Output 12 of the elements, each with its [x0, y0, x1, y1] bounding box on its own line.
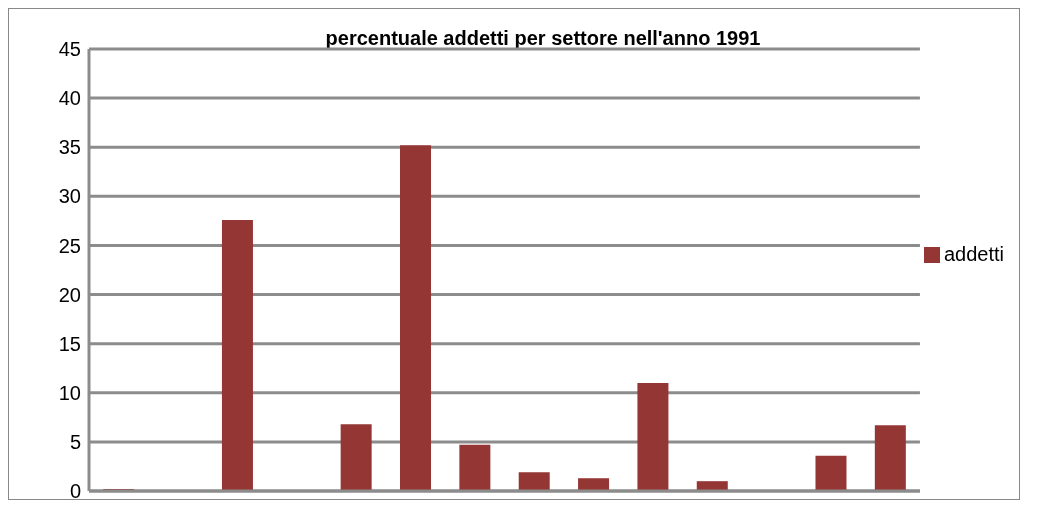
y-tick-label: 0	[69, 480, 81, 503]
legend-label: addetti	[943, 242, 1004, 265]
y-tick-label: 40	[58, 87, 81, 110]
y-tick-label: 10	[58, 381, 81, 404]
y-tick-label: 25	[58, 234, 81, 257]
y-tick-label: 45	[58, 38, 81, 61]
y-tick-label: 35	[58, 136, 81, 159]
y-tick-label: 5	[69, 430, 81, 453]
y-tick-label: 30	[58, 185, 81, 208]
y-tick-label: 20	[58, 283, 81, 306]
chart-title: percentuale addetti per settore nell'anno 1991	[325, 27, 761, 49]
y-tick-label: 15	[58, 332, 81, 355]
